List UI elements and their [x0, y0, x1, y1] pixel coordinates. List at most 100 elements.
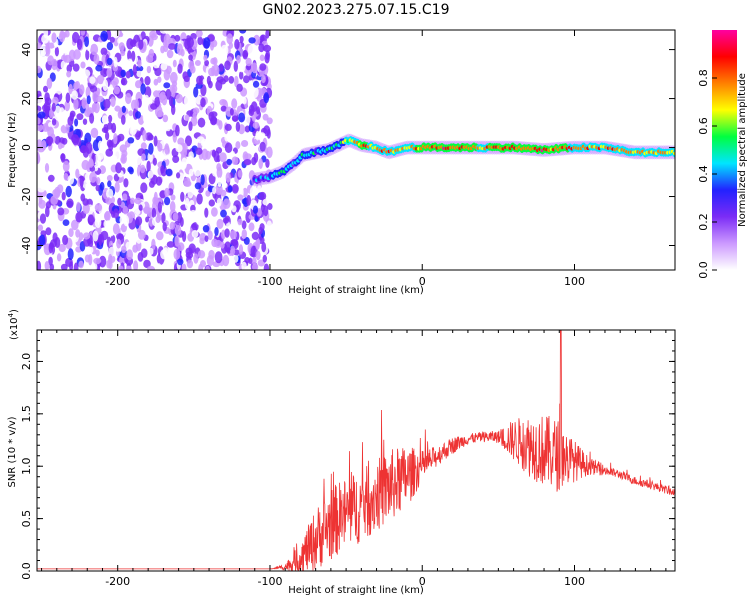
noise-blob	[159, 30, 168, 34]
noise-blob	[137, 229, 146, 240]
colorbar-tick-label: 0.4	[697, 165, 710, 183]
noise-blob	[162, 222, 167, 232]
figure-title: GN02.2023.275.07.15.C19	[263, 2, 450, 18]
noise-blob	[100, 47, 108, 56]
noise-blob	[262, 198, 270, 206]
noise-blob	[60, 263, 68, 270]
noise-blob	[126, 249, 133, 261]
noise-blob	[224, 123, 232, 131]
noise-blob	[114, 181, 120, 193]
noise-blob	[211, 238, 218, 248]
noise-blob	[89, 85, 98, 93]
noise-blob	[37, 185, 46, 193]
noise-blob	[265, 158, 270, 168]
noise-blob	[175, 124, 180, 137]
noise-blob	[106, 228, 115, 237]
noise-blob	[80, 30, 86, 36]
noise-blob	[195, 30, 203, 38]
noise-blob	[219, 99, 227, 106]
noise-blob	[113, 86, 120, 95]
noise-blob	[256, 184, 262, 195]
noise-blob	[160, 165, 165, 174]
noise-blob	[112, 77, 119, 86]
noise-blob	[79, 84, 85, 96]
noise-blob	[235, 121, 241, 132]
noise-blob	[94, 217, 102, 229]
noise-blob	[140, 248, 148, 258]
noise-blob	[127, 50, 132, 61]
noise-blob	[157, 201, 162, 213]
noise-blob	[231, 88, 236, 98]
noise-blob	[152, 157, 157, 166]
noise-blob	[226, 158, 233, 166]
x-tick-label: 100	[564, 275, 585, 288]
noise-blob	[223, 75, 229, 83]
noise-blob	[45, 227, 52, 236]
x-tick-label: 100	[564, 575, 585, 588]
spectrogram-y-axis: -40 -20 0 20 40	[20, 43, 675, 254]
noise-blob	[196, 75, 203, 86]
noise-blob	[239, 35, 244, 43]
noise-blob	[220, 241, 225, 249]
noise-blob	[204, 59, 210, 67]
noise-blob	[90, 127, 99, 138]
noise-blob	[106, 175, 113, 182]
noise-blob	[218, 63, 224, 72]
noise-blob	[259, 54, 265, 62]
noise-blob	[177, 63, 183, 74]
noise-blob	[210, 116, 217, 126]
noise-blob	[82, 232, 91, 240]
noise-blob	[76, 137, 82, 147]
noise-blob	[106, 41, 114, 51]
noise-blob	[126, 38, 134, 50]
noise-blob	[86, 95, 91, 105]
noise-blob	[248, 37, 256, 44]
noise-blob	[237, 194, 244, 201]
noise-blob	[198, 263, 203, 270]
noise-blob	[235, 141, 241, 150]
noise-blob	[65, 92, 71, 104]
noise-blob	[138, 204, 143, 211]
noise-blob	[227, 262, 233, 270]
noise-blob	[82, 69, 91, 78]
noise-blob	[37, 117, 41, 125]
noise-blob	[125, 92, 132, 105]
noise-blob	[108, 140, 114, 152]
noise-blob	[78, 260, 84, 269]
colorbar-tick-label: 0.0	[697, 261, 710, 279]
noise-blob	[122, 205, 129, 215]
noise-blob	[249, 186, 257, 198]
noise-blob	[182, 142, 188, 153]
noise-blob	[135, 131, 141, 141]
noise-blob	[163, 69, 171, 81]
noise-blob	[225, 172, 231, 183]
noise-blob	[51, 208, 56, 217]
noise-blob	[212, 57, 218, 66]
noise-blob	[96, 74, 105, 85]
noise-blob	[173, 112, 179, 120]
noise-blob	[231, 219, 238, 228]
noise-blob	[152, 60, 160, 69]
noise-blob	[81, 224, 88, 233]
noise-blob	[255, 130, 260, 141]
noise-blob	[193, 165, 202, 177]
noise-blob	[74, 118, 79, 127]
spectrogram-y-label: Frequency (Hz)	[7, 112, 18, 188]
x-tick-label: -200	[105, 275, 130, 288]
noise-blob	[133, 260, 139, 270]
noise-blob	[75, 229, 81, 238]
noise-blob	[114, 105, 121, 112]
noise-blob	[39, 46, 47, 57]
noise-blob	[183, 180, 192, 187]
noise-blob	[195, 215, 202, 225]
noise-blob	[37, 123, 43, 132]
noise-blob	[55, 87, 62, 95]
noise-blob	[258, 158, 264, 170]
noise-blob	[144, 94, 149, 102]
y-tick-label: 1.5	[20, 405, 33, 423]
noise-blob	[210, 162, 217, 169]
noise-blob	[211, 65, 216, 77]
noise-blob	[125, 241, 131, 251]
